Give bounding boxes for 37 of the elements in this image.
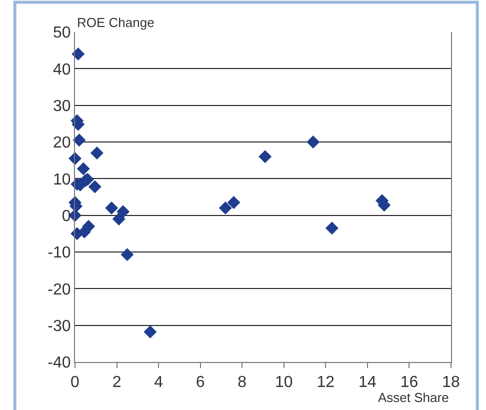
point bbox=[258, 150, 272, 164]
point bbox=[144, 325, 157, 338]
x-tick-label: 16 bbox=[400, 374, 418, 392]
x-tick-label: 8 bbox=[238, 374, 247, 392]
point bbox=[88, 180, 102, 194]
point bbox=[218, 202, 232, 214]
point bbox=[112, 212, 126, 226]
point bbox=[72, 134, 86, 147]
y-tick-label: 50 bbox=[53, 24, 71, 42]
x-tick-label: 18 bbox=[442, 374, 460, 392]
point bbox=[82, 220, 96, 233]
y-tick-label: -20 bbox=[48, 281, 71, 298]
x-tick-label: 14 bbox=[358, 374, 376, 392]
point bbox=[227, 196, 240, 209]
x-tick-label: 4 bbox=[154, 374, 164, 392]
y-tick-label: -30 bbox=[48, 318, 71, 335]
x-tick-label: 12 bbox=[316, 374, 335, 392]
y-tick-label: 10 bbox=[53, 171, 71, 188]
x-tick-label: 10 bbox=[274, 374, 293, 392]
point bbox=[72, 48, 85, 60]
x-tick-label: 2 bbox=[112, 374, 122, 392]
point bbox=[76, 162, 90, 176]
y-tick-label: 0 bbox=[62, 208, 71, 225]
point bbox=[116, 205, 130, 218]
y-tick-label: -10 bbox=[48, 244, 71, 262]
point bbox=[120, 248, 134, 262]
y-tick-label: 20 bbox=[53, 134, 71, 152]
y-axis-title: ROE Change bbox=[77, 15, 154, 30]
y-tick-label: 40 bbox=[53, 61, 71, 78]
point bbox=[90, 146, 104, 160]
x-tick-label: 6 bbox=[196, 374, 205, 392]
point bbox=[105, 202, 118, 214]
y-tick-label: -40 bbox=[48, 354, 71, 372]
point bbox=[325, 222, 338, 235]
x-axis-title: Asset Share bbox=[378, 390, 449, 405]
y-tick-label: 30 bbox=[53, 98, 71, 115]
point bbox=[306, 136, 320, 148]
